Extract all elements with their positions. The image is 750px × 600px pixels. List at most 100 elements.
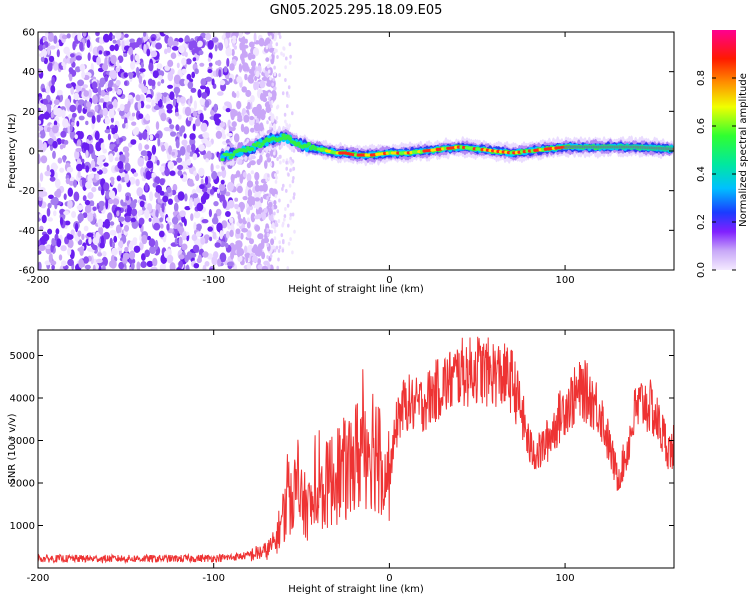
spectrogram-cell	[286, 104, 289, 109]
spectrogram-cell	[138, 142, 143, 152]
spectrogram-cell	[58, 254, 63, 261]
spectrogram-cell	[97, 218, 103, 228]
spectrogram-cell	[116, 210, 120, 217]
spectrogram-cell	[46, 164, 50, 173]
spectrogram-cell	[189, 133, 196, 140]
spectrogram-cell	[52, 140, 58, 149]
spectrogram-cell	[46, 126, 51, 133]
spectrogram-cell	[285, 188, 288, 193]
spectrogram-cell	[215, 164, 220, 169]
spectrogram-cell	[244, 73, 248, 81]
spectrogram-cell	[158, 230, 165, 238]
spectrogram-cell	[198, 144, 205, 152]
spectrogram-cell	[157, 137, 161, 147]
spectrogram-cell	[136, 66, 140, 77]
spectrogram-cell	[283, 217, 286, 222]
spectrogram-cell	[115, 224, 122, 234]
spectrogram-cell	[260, 92, 264, 101]
spectrogram-cell	[193, 100, 197, 110]
spectrogram-cell	[251, 66, 256, 72]
spectrogram-cell	[227, 181, 234, 192]
spectrogram-cell	[88, 200, 95, 207]
spectrogram-cell	[224, 38, 229, 48]
spectrogram-cell	[92, 264, 96, 270]
spectrogram-cell	[176, 62, 180, 69]
spectrogram-cell	[148, 217, 152, 222]
spectrogram-cell	[279, 160, 282, 165]
spectrogram-cell	[95, 141, 102, 152]
spectrogram-cell	[152, 257, 158, 267]
spectrogram-cell	[255, 80, 259, 90]
spectrogram-cell	[101, 167, 108, 175]
spectrogram-cell	[250, 60, 257, 67]
spectrogram-cell	[225, 230, 230, 239]
spectrogram-cell	[289, 54, 292, 59]
spectrogram-cell	[99, 36, 104, 45]
spectrogram-cell	[273, 151, 276, 156]
spectrogram-cell	[49, 45, 56, 50]
spectrogram-cell	[96, 56, 101, 66]
spectrogram-cell	[65, 177, 71, 185]
spectrogram-cell	[216, 171, 223, 177]
spectrogram-cell	[269, 35, 272, 40]
spectrogram-cell	[81, 233, 85, 240]
spectrogram-cell	[267, 32, 273, 37]
y-tick-label: 0	[29, 147, 35, 158]
spectrogram-cell	[216, 222, 223, 233]
spectrogram-cell	[254, 75, 258, 82]
spectrogram-cell	[96, 166, 100, 172]
spectrogram-cell	[88, 135, 93, 141]
spectrogram-cell	[158, 70, 165, 77]
spectrogram-cell	[95, 258, 103, 264]
spectrogram-cell	[45, 85, 50, 94]
spectrogram-cell	[159, 178, 165, 186]
spectrogram-cell	[167, 71, 174, 82]
spectrogram-cell	[287, 85, 291, 90]
spectrogram-cell	[230, 250, 235, 260]
spectrogram-cell	[77, 79, 85, 87]
spectrogram-cell	[272, 32, 275, 35]
spectrogram-cell	[124, 215, 131, 223]
spectrogram-cell	[166, 223, 170, 231]
spectrogram-cell	[270, 214, 274, 218]
spectrogram-cell	[201, 219, 209, 224]
spectrogram-cell	[154, 191, 159, 198]
spectrogram-cell	[190, 87, 197, 93]
spectrogram-cell	[247, 52, 253, 61]
spectrogram-cell	[272, 77, 276, 82]
spectrogram-cell	[248, 41, 255, 48]
spectrogram-cell	[61, 61, 65, 67]
spectrogram-cell	[179, 210, 186, 218]
spectrogram-cell	[81, 158, 85, 164]
spectrogram-cell	[200, 178, 204, 186]
spectrogram-cell	[289, 237, 292, 242]
snr-y-label: SNR (10 * v/v)	[7, 413, 18, 484]
spectrogram-cell	[128, 257, 136, 265]
spectrogram-cell	[75, 222, 79, 233]
spectrogram-cell	[289, 212, 293, 217]
spectrogram-cell	[268, 92, 271, 97]
spectrogram-cell	[38, 240, 41, 246]
spectrogram-cell	[241, 228, 249, 233]
spectrogram-cell	[197, 40, 203, 47]
spectrogram-cell	[91, 81, 98, 89]
spectrogram-cell	[51, 238, 55, 246]
spectrogram-cell	[200, 122, 208, 132]
spectrogram-cell	[144, 114, 151, 121]
spectrogram-cell	[281, 187, 284, 191]
spectrogram-cell	[193, 211, 201, 219]
spectrogram-cell	[211, 37, 219, 43]
spectrogram-cell	[100, 142, 105, 150]
spectrogram-cell	[100, 235, 105, 246]
spectrogram-cell	[276, 157, 279, 161]
spectrogram-cell	[41, 88, 46, 93]
spectrogram-cell	[60, 130, 67, 138]
spectrogram-cell	[53, 105, 58, 116]
spectrogram-cell	[205, 76, 213, 82]
spectrogram-cell	[141, 234, 148, 245]
spectrogram-cell	[233, 133, 240, 143]
spectrogram-cell	[121, 40, 125, 51]
spectrogram-cell	[87, 143, 94, 154]
spectrogram-cell	[220, 179, 225, 185]
